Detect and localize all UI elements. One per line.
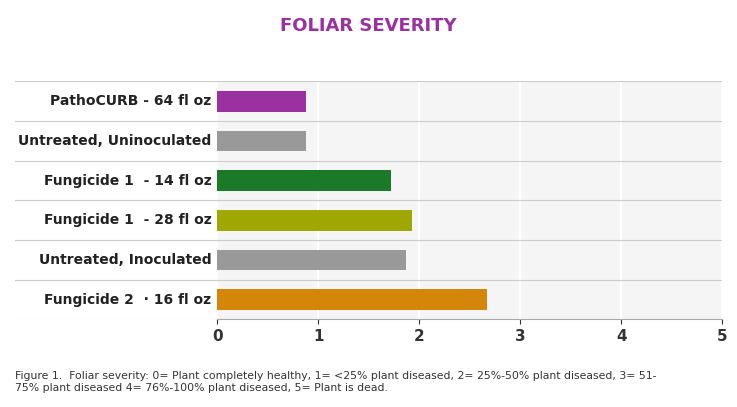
Bar [217, 170, 391, 191]
Text: Untreated, Uninoculated: Untreated, Uninoculated [18, 134, 212, 148]
Bar [217, 131, 307, 151]
Bar [217, 210, 412, 231]
Bar [217, 91, 307, 112]
Bar [217, 249, 406, 270]
Text: FOLIAR SEVERITY: FOLIAR SEVERITY [280, 18, 457, 35]
Text: Fungicide 1  - 28 fl oz: Fungicide 1 - 28 fl oz [43, 213, 212, 227]
Text: Untreated, Inoculated: Untreated, Inoculated [39, 253, 212, 267]
Text: Figure 1.  Foliar severity: 0= Plant completely healthy, 1= <25% plant diseased,: Figure 1. Foliar severity: 0= Plant comp… [15, 371, 656, 393]
Bar [217, 289, 487, 310]
Text: Fungicide 1  - 14 fl oz: Fungicide 1 - 14 fl oz [43, 174, 212, 188]
Text: PathoCURB - 64 fl oz: PathoCURB - 64 fl oz [50, 94, 212, 108]
Text: Fungicide 2  · 16 fl oz: Fungicide 2 · 16 fl oz [44, 293, 212, 306]
